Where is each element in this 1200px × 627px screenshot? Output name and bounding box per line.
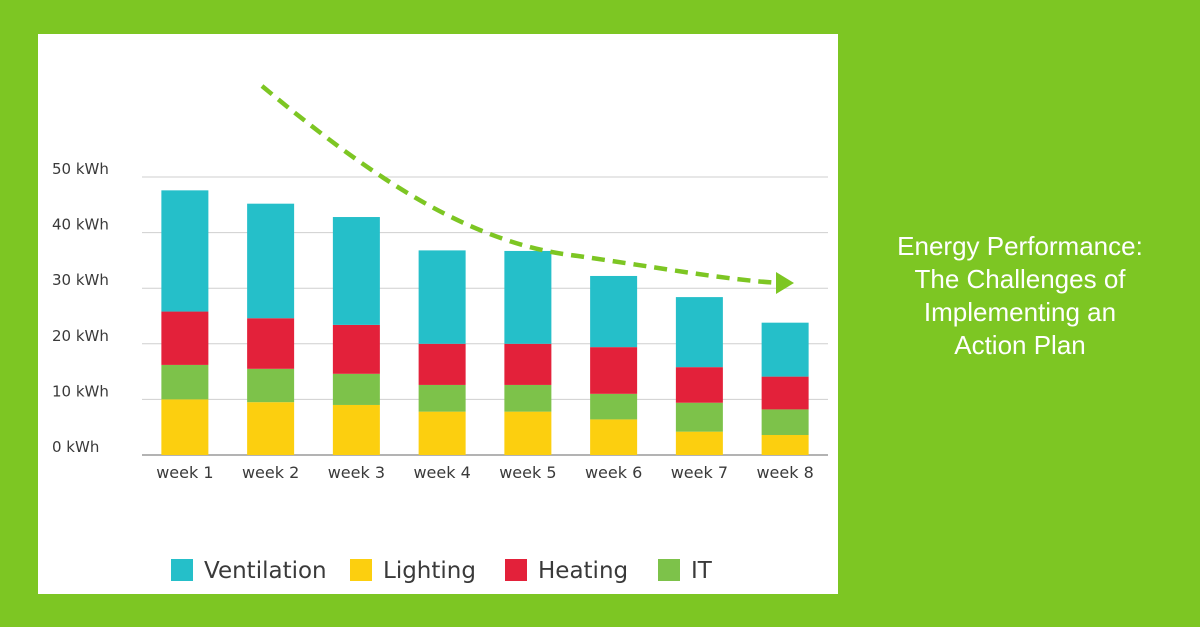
legend-swatch-ventilation: [171, 559, 193, 581]
legend-label-it: IT: [691, 558, 713, 584]
x-tick-label: week 4: [413, 463, 470, 482]
y-tick-label: 50 kWh: [52, 160, 109, 178]
bar-segment-lighting: [675, 431, 723, 455]
y-tick-label: 30 kWh: [52, 271, 109, 289]
bar-segment-heating: [332, 324, 380, 374]
bar-segment-it: [675, 402, 723, 432]
bar-segment-it: [761, 409, 809, 435]
bar-segment-lighting: [504, 411, 552, 455]
bar-segment-ventilation: [418, 250, 466, 344]
bar-segment-it: [504, 384, 552, 412]
title-line-4: Action Plan: [954, 330, 1086, 360]
bar-segment-it: [590, 393, 638, 420]
x-tick-label: week 6: [585, 463, 642, 482]
bar-segment-heating: [418, 343, 466, 385]
x-tick-label: week 7: [671, 463, 728, 482]
legend-label-lighting: Lighting: [383, 558, 476, 584]
bar-segment-ventilation: [675, 297, 723, 368]
bar-segment-it: [332, 373, 380, 405]
title-line-2: The Challenges of: [914, 264, 1126, 294]
title-line-1: Energy Performance:: [897, 231, 1143, 261]
bar-segment-lighting: [247, 402, 295, 455]
stacked-bar-chart: 0 kWh 10 kWh 20 kWh 30 kWh 40 kWh 50 kWh week …: [52, 84, 828, 584]
y-tick-label: 0 kWh: [52, 438, 99, 456]
x-tick-label: week 8: [756, 463, 813, 482]
y-tick-label: 10 kWh: [52, 382, 109, 400]
bar-segment-heating: [675, 367, 723, 403]
page-title: Energy Performance: The Challenges of Im…: [862, 230, 1178, 362]
legend-swatch-it: [658, 559, 680, 581]
bar-segment-ventilation: [247, 203, 295, 319]
legend-swatch-heating: [505, 559, 527, 581]
bar-segment-lighting: [761, 434, 809, 455]
bar-segment-it: [418, 384, 466, 412]
x-tick-label: week 1: [156, 463, 213, 482]
bar-segment-ventilation: [590, 275, 638, 348]
bar-segment-heating: [590, 347, 638, 394]
bar-segment-lighting: [332, 404, 380, 455]
bar-segment-ventilation: [332, 217, 380, 325]
bar-segment-ventilation: [761, 322, 809, 377]
bar-segment-lighting: [161, 399, 209, 455]
x-tick-label: week 3: [328, 463, 385, 482]
bar-segment-heating: [761, 376, 809, 410]
bar-segment-lighting: [590, 419, 638, 455]
bar-segment-heating: [161, 311, 209, 365]
trend-arrow-line: [260, 84, 781, 286]
bar-segment-it: [161, 364, 209, 400]
y-tick-label: 40 kWh: [52, 216, 109, 234]
trend-arrow-head: [776, 272, 794, 294]
chart-panel: 0 kWh 10 kWh 20 kWh 30 kWh 40 kWh 50 kWh week …: [38, 34, 838, 594]
legend-label-ventilation: Ventilation: [204, 558, 327, 584]
bar-segment-it: [247, 368, 295, 403]
bar-segment-lighting: [418, 411, 466, 455]
bar-segment-heating: [247, 318, 295, 369]
x-tick-label: week 2: [242, 463, 299, 482]
legend-label-heating: Heating: [538, 558, 628, 584]
bar-segment-ventilation: [504, 250, 552, 344]
legend-swatch-lighting: [350, 559, 372, 581]
x-tick-label: week 5: [499, 463, 556, 482]
y-tick-label: 20 kWh: [52, 327, 109, 345]
bar-segment-ventilation: [161, 190, 209, 312]
title-line-3: Implementing an: [923, 297, 1117, 327]
bar-segment-heating: [504, 343, 552, 385]
